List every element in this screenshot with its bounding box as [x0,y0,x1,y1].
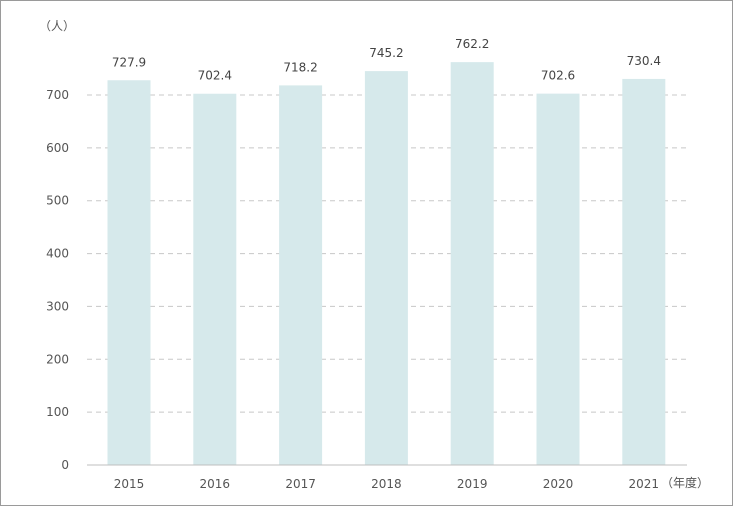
data-label: 702.6 [541,69,575,83]
data-label: 718.2 [283,60,317,74]
x-axis-ticks: 2015 2016 2017 2018 2019 2020 2021 [114,477,659,491]
bar-2016 [193,93,237,465]
data-label: 745.2 [369,46,403,60]
bar-2015 [107,80,151,465]
bar-2020 [536,93,580,465]
y-tick-label: 600 [46,141,69,155]
bar-2021 [622,78,666,465]
bar-2018 [364,71,408,465]
y-tick-label: 500 [46,194,69,208]
data-label: 730.4 [627,54,661,68]
bar-2019 [450,62,494,465]
x-tick-label: 2021 [629,477,660,491]
x-axis-unit-label: （年度） [661,475,709,490]
data-label: 727.9 [112,55,146,69]
x-tick-label: 2018 [371,477,402,491]
y-axis-unit-label: （人） [39,19,75,33]
y-tick-label: 100 [46,405,69,419]
x-tick-label: 2015 [114,477,145,491]
bars [107,62,666,465]
y-tick-label: 0 [61,458,69,472]
x-tick-label: 2019 [457,477,488,491]
y-tick-label: 200 [46,352,69,366]
bar-2017 [279,85,323,465]
x-tick-label: 2017 [285,477,316,491]
x-tick-label: 2020 [543,477,574,491]
data-label: 702.4 [198,69,232,83]
x-tick-label: 2016 [200,477,231,491]
y-axis-ticks: 0 100 200 300 400 500 600 700 [46,88,69,472]
data-label: 762.2 [455,37,489,51]
y-tick-label: 300 [46,299,69,313]
y-tick-label: 400 [46,247,69,261]
data-labels: 727.9 702.4 718.2 745.2 762.2 702.6 730.4 [112,37,661,83]
y-tick-label: 700 [46,88,69,102]
